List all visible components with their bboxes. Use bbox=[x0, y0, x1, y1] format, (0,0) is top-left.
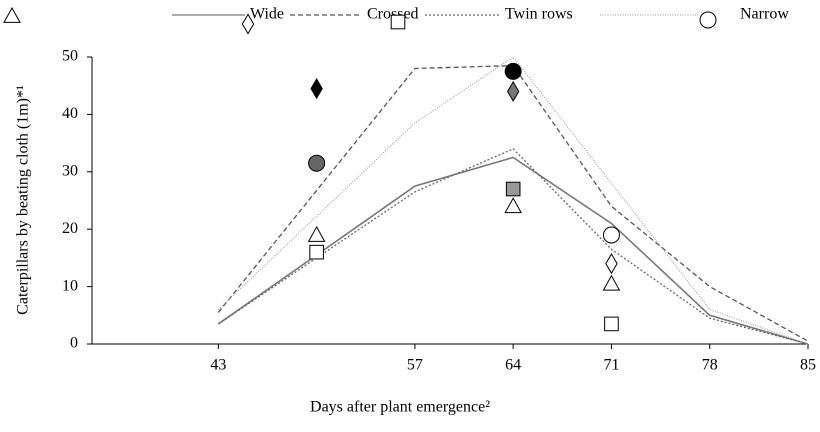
x-tick-label: 71 bbox=[603, 357, 619, 374]
y-tick-label: 50 bbox=[62, 48, 78, 65]
y-axis-label: Caterpillars by beating cloth (1m)*¹ bbox=[15, 85, 32, 315]
data-marker bbox=[307, 225, 326, 242]
data-marker bbox=[605, 253, 618, 275]
x-tick-label: 43 bbox=[210, 357, 226, 374]
legend-symbol bbox=[390, 14, 406, 30]
series-line bbox=[217, 56, 809, 345]
legend-label: Wide bbox=[250, 6, 284, 23]
data-marker bbox=[504, 62, 522, 80]
y-tick-label: 20 bbox=[62, 220, 78, 237]
series-line bbox=[217, 156, 809, 345]
y-tick-label: 0 bbox=[70, 335, 78, 352]
legend-symbol bbox=[241, 13, 255, 35]
data-marker bbox=[604, 316, 619, 332]
data-marker bbox=[602, 274, 621, 291]
y-tick-label: 40 bbox=[62, 105, 78, 122]
legend-label: Twin rows bbox=[505, 6, 573, 23]
data-marker bbox=[504, 197, 523, 214]
legend-label: Narrow bbox=[740, 6, 789, 23]
x-tick-label: 85 bbox=[800, 357, 816, 374]
series-line bbox=[217, 64, 809, 342]
x-axis-label: Days after plant emergence² bbox=[310, 399, 490, 416]
legend-symbol bbox=[699, 11, 717, 29]
data-marker bbox=[310, 77, 323, 100]
y-tick-label: 10 bbox=[62, 277, 78, 294]
data-marker bbox=[602, 226, 620, 244]
legend-label: Crossed bbox=[367, 6, 419, 23]
legend-symbol bbox=[3, 6, 21, 23]
data-marker bbox=[506, 80, 520, 103]
data-marker bbox=[309, 244, 324, 260]
y-tick-label: 30 bbox=[62, 162, 78, 179]
series-line bbox=[217, 148, 809, 345]
data-marker bbox=[308, 154, 326, 172]
data-marker bbox=[505, 181, 521, 197]
x-tick-label: 78 bbox=[702, 357, 718, 374]
x-tick-label: 57 bbox=[407, 357, 423, 374]
x-tick-label: 64 bbox=[505, 357, 521, 374]
